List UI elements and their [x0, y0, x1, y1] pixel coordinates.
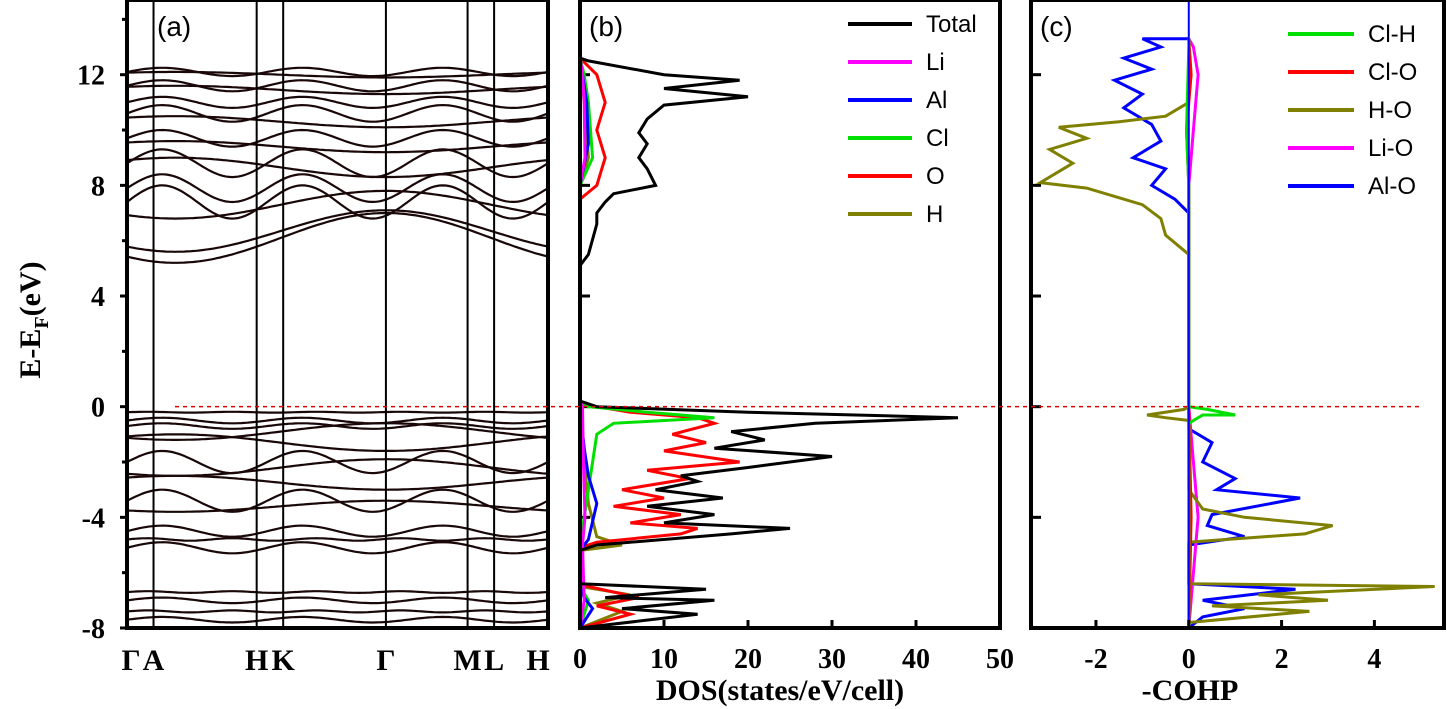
panel-b-label: (b) [589, 11, 623, 42]
x-tick-label: 30 [818, 644, 846, 675]
band-line [126, 615, 549, 624]
cohp-x-axis-title: -COHP [1142, 674, 1239, 707]
x-tick-label: 2 [1275, 644, 1289, 675]
kpoint-label: H [526, 644, 549, 677]
cohp-series-h-o [1035, 101, 1435, 624]
band-line [126, 156, 549, 179]
band-line [126, 474, 549, 491]
band-line [126, 458, 549, 477]
x-tick-label: 20 [734, 644, 762, 675]
x-tick-label: 0 [1182, 644, 1196, 675]
legend-label: Al [926, 87, 947, 114]
dos-series-total [578, 56, 959, 630]
legend-label: Li [926, 49, 945, 76]
y-tick-label: 0 [91, 393, 105, 424]
band-line [126, 590, 549, 595]
kpoint-label: H [245, 644, 268, 677]
legend-label: Cl-H [1368, 21, 1416, 48]
dos-series-h [578, 57, 631, 630]
y-axis-title: E-EF(eV) [14, 261, 53, 378]
legend-label: Cl-O [1368, 59, 1417, 86]
cohp-series-cl-h [1184, 38, 1236, 628]
band-line [126, 128, 549, 148]
x-tick-label: 10 [650, 644, 678, 675]
y-axis-ticks: -8 -4 0 4 8 12 [77, 17, 1041, 645]
kpoint-label: L [484, 644, 504, 677]
band-line [126, 211, 549, 264]
x-tick-label: 40 [902, 644, 930, 675]
band-line [126, 433, 549, 452]
kpath-vertical-lines [152, 0, 496, 628]
panel-a-label: (a) [157, 11, 191, 42]
y-axis-title-sub: F [31, 316, 53, 328]
x-tick-label: -2 [1084, 644, 1107, 675]
y-tick-label: -8 [82, 614, 105, 645]
band-line [126, 184, 549, 220]
band-line [126, 609, 549, 614]
band-line [126, 499, 549, 513]
cohp-panel: -2 0 2 4 Cl-H Cl-O H-O Li-O Al-O (c) -COHP [1029, 0, 1446, 707]
x-tick-label: 0 [573, 644, 587, 675]
legend-label: H-O [1368, 97, 1412, 124]
panel-c-label: (c) [1040, 11, 1073, 42]
kpoint-label: Γ [121, 644, 140, 677]
dos-x-axis-title: DOS(states/eV/cell) [656, 674, 904, 707]
band-line [126, 596, 549, 605]
y-tick-label: 12 [77, 61, 105, 92]
dos-series-o [578, 57, 740, 630]
band-line [126, 537, 549, 542]
y-axis-title-main: E-E [14, 329, 47, 379]
band-line [126, 103, 549, 123]
band-line [126, 148, 549, 179]
band-line [126, 410, 549, 414]
x-tick-label: 4 [1367, 644, 1381, 675]
panel-c-frame [1029, 0, 1446, 630]
band-line [126, 416, 549, 425]
band-line [126, 524, 549, 538]
kpoint-label: Γ [376, 644, 395, 677]
y-axis-title-unit: (eV) [14, 261, 47, 316]
dos-x-ticks: 0 10 20 30 40 50 [573, 620, 1014, 675]
band-line [126, 422, 549, 441]
legend-label: O [926, 163, 945, 190]
kpoint-label: K [272, 644, 296, 677]
band-line [126, 488, 549, 513]
band-line [126, 95, 549, 110]
band-line [126, 66, 549, 78]
band-lines [126, 66, 549, 624]
x-tick-label: 50 [986, 644, 1014, 675]
band-line [126, 115, 549, 129]
dos-legend: Total Li Al Cl OH [848, 11, 977, 228]
band-line [126, 541, 549, 555]
kpoint-label: A [143, 644, 165, 677]
cohp-series-lines [1035, 0, 1435, 630]
kpoint-label: M [453, 644, 481, 677]
legend-label: Li-O [1368, 135, 1413, 162]
band-line [126, 209, 549, 253]
y-tick-label: -4 [82, 503, 105, 534]
dos-series-lines [578, 56, 959, 630]
y-tick-label: 4 [91, 282, 105, 313]
band-line [126, 79, 549, 93]
band-line [126, 140, 549, 154]
legend-label: Al-O [1368, 173, 1416, 200]
y-tick-label: 8 [91, 171, 105, 202]
panel-b-frame [578, 0, 1002, 630]
band-line [126, 173, 549, 204]
legend-label: Cl [926, 125, 949, 152]
svg-text:E-EF(eV): E-EF(eV) [14, 261, 53, 378]
legend-label: Total [926, 11, 977, 38]
legend-label: H [926, 201, 943, 228]
dos-panel: 0 10 20 30 40 50 Total Li Al Cl OH (b) DOS(states… [573, 0, 1014, 707]
cohp-legend: Cl-H Cl-O H-O Li-O Al-O [1288, 21, 1417, 200]
panel-a-frame [125, 0, 550, 630]
